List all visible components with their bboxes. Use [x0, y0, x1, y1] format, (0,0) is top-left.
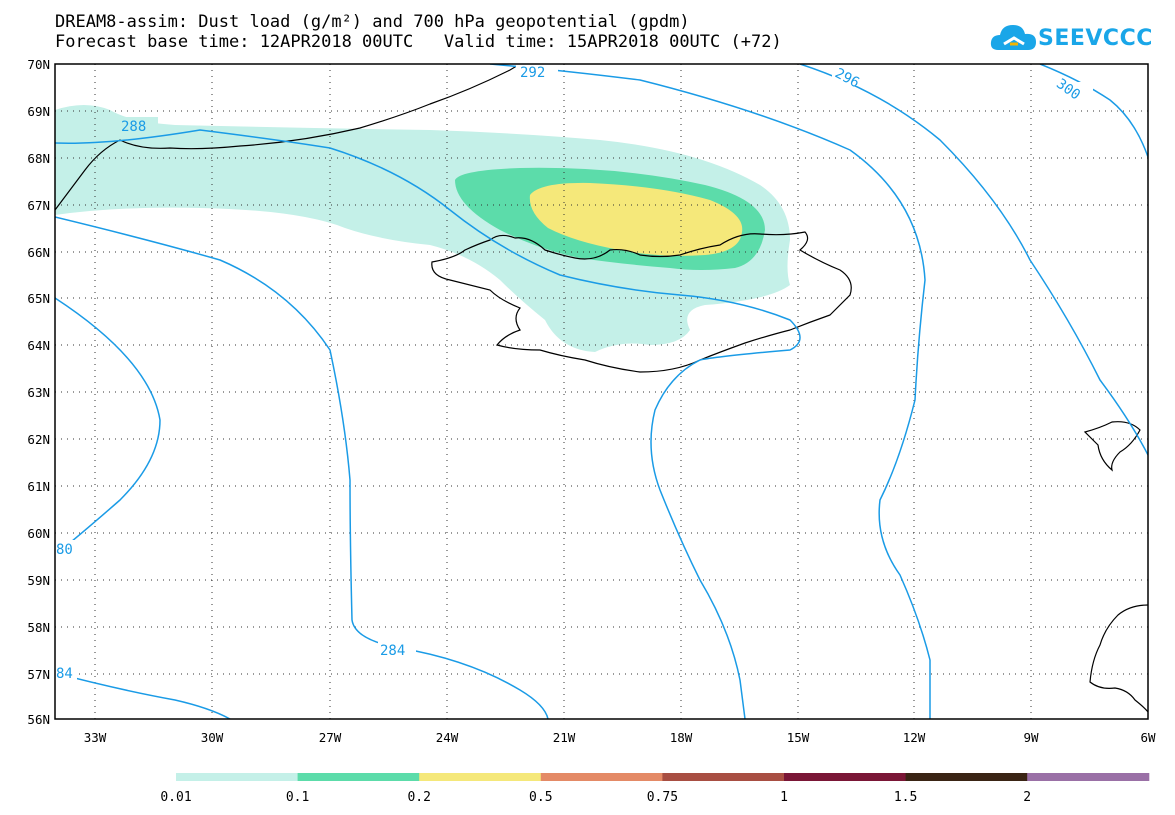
lon-label: 27W [319, 730, 342, 745]
colorbar-label: 1 [780, 790, 788, 805]
gridlines [55, 64, 1148, 719]
geopotential-contours [55, 64, 1148, 719]
contour-label-292: 292 [520, 65, 545, 81]
contour-300 [1039, 64, 1148, 158]
contour-284b [55, 672, 231, 719]
map-subtitle: Forecast base time: 12APR2018 00UTC Vali… [55, 32, 782, 52]
lon-label: 21W [553, 730, 576, 745]
coastlines [55, 64, 1148, 713]
dust-region-low [55, 105, 790, 352]
colorbar-swatch [1027, 773, 1150, 781]
contour-292 [489, 64, 931, 719]
colorbar-swatch [419, 773, 542, 781]
lon-label: 9W [1023, 730, 1039, 745]
colorbar-swatch [297, 773, 420, 781]
colorbar-swatch [662, 773, 785, 781]
colorbar-label: 0.1 [286, 790, 309, 805]
colorbar-legend: 0.01 0.1 0.2 0.5 0.75 1 1.5 2 [160, 773, 1150, 805]
colorbar-swatch [784, 773, 907, 781]
faroe-islands [1083, 421, 1141, 472]
lat-label: 62N [27, 432, 50, 447]
lat-label: 70N [27, 57, 50, 72]
lat-label: 56N [27, 712, 50, 727]
dust-region-high [529, 182, 743, 256]
scotland-coastline [1089, 604, 1148, 713]
lon-label: 30W [201, 730, 224, 745]
lat-label: 60N [27, 526, 50, 541]
lat-label: 59N [27, 573, 50, 588]
lon-label: 18W [670, 730, 693, 745]
contour-288 [55, 129, 801, 719]
lon-label: 6W [1140, 730, 1156, 745]
lat-axis: 70N 69N 68N 67N 66N 65N 64N 63N 62N 61N … [27, 57, 50, 727]
contour-label-288: 288 [121, 119, 146, 135]
iceland-coastline [431, 231, 852, 373]
lon-label: 33W [84, 730, 107, 745]
lat-label: 63N [27, 385, 50, 400]
contour-296 [799, 64, 1148, 456]
contour-label-280: 80 [56, 542, 73, 558]
logo-text: SEEVCCC [1038, 26, 1153, 51]
contour-label-284-west: 84 [56, 666, 73, 682]
lon-label: 15W [787, 730, 810, 745]
lat-label: 67N [27, 198, 50, 213]
contour-label-300: 300 [1053, 76, 1083, 104]
lon-label: 24W [436, 730, 459, 745]
lat-label: 58N [27, 620, 50, 635]
lat-label: 68N [27, 151, 50, 166]
colorbar-label: 0.01 [160, 790, 191, 805]
colorbar-swatch [905, 773, 1028, 781]
lon-axis: 33W 30W 27W 24W 21W 18W 15W 12W 9W 6W [84, 730, 1156, 745]
dust-load-layer [55, 105, 790, 352]
lat-label: 66N [27, 245, 50, 260]
lat-label: 61N [27, 479, 50, 494]
lat-label: 65N [27, 291, 50, 306]
colorbar-swatch [176, 773, 299, 781]
lon-label: 12W [903, 730, 926, 745]
lat-label: 69N [27, 104, 50, 119]
lat-label: 57N [27, 667, 50, 682]
colorbar-swatch [540, 773, 663, 781]
colorbar-label: 0.75 [647, 790, 678, 805]
colorbar-label: 0.2 [407, 790, 430, 805]
map-title: DREAM8-assim: Dust load (g/m²) and 700 h… [55, 12, 690, 32]
colorbar-label: 2 [1023, 790, 1031, 805]
colorbar-label: 1.5 [894, 790, 917, 805]
contour-label-284: 284 [380, 643, 405, 659]
cloud-icon [990, 25, 1036, 50]
greenland-coastline [55, 64, 521, 211]
lat-label: 64N [27, 338, 50, 353]
map-frame [54, 63, 1149, 720]
colorbar-label: 0.5 [529, 790, 552, 805]
seevccc-logo: SEEVCCC [990, 20, 1152, 60]
contour-284 [55, 216, 549, 719]
